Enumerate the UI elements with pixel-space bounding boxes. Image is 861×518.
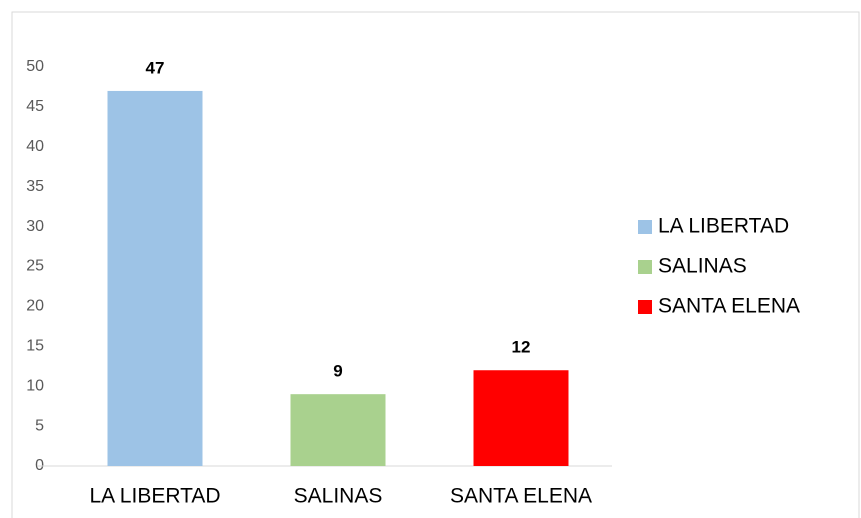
y-tick-label: 40 [26,138,44,155]
legend-swatch [638,300,652,314]
y-tick-label: 30 [26,218,44,235]
chart-border [11,11,860,518]
bar [290,394,386,466]
y-tick-label: 5 [35,417,44,434]
y-tick-label: 10 [26,377,44,394]
x-tick-label: SANTA ELENA [450,485,592,508]
data-label: 47 [146,58,165,77]
bar [473,370,569,466]
legend-label: SALINAS [658,255,747,278]
legend-label: SANTA ELENA [658,295,800,318]
y-tick-label: 20 [26,298,44,315]
x-tick-label: LA LIBERTAD [89,485,220,508]
y-tick-label: 45 [26,98,44,115]
data-label: 12 [512,338,531,357]
y-tick-label: 35 [26,178,44,195]
legend-swatch [638,220,652,234]
x-tick-label: SALINAS [294,485,383,508]
y-tick-label: 50 [26,58,44,75]
bar [107,90,203,466]
legend-swatch [638,260,652,274]
legend-label: LA LIBERTAD [658,215,789,238]
data-label: 9 [333,362,342,381]
y-tick-label: 15 [26,338,44,355]
y-tick-label: 25 [26,258,44,275]
